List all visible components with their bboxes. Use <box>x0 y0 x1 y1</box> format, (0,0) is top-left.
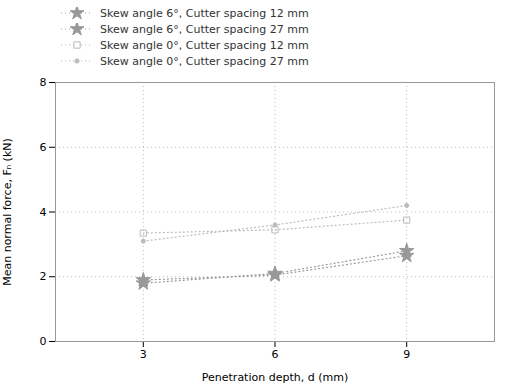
svg-text:6: 6 <box>40 141 47 154</box>
svg-text:9: 9 <box>403 348 410 361</box>
html-text:Skew angle 0°, Cutter spacing: Skew angle 0°, Cutter spacing 12 mm <box>100 38 309 52</box>
svg-text:8: 8 <box>40 76 47 89</box>
svg-text:6: 6 <box>272 348 279 361</box>
html-text:Skew angle 6°, Cutter spacing: Skew angle 6°, Cutter spacing 27 mm <box>100 22 309 36</box>
html-text:Skew angle 6°, Cutter spacing: Skew angle 6°, Cutter spacing 12 mm <box>100 6 309 20</box>
svg-text:Penetration depth, d (mm): Penetration depth, d (mm) <box>202 371 348 384</box>
html-text:Skew angle 0°, Cutter spacing: Skew angle 0°, Cutter spacing 27 mm <box>100 54 309 68</box>
svg-text:4: 4 <box>40 206 47 219</box>
svg-text:Mean normal force, Fₙ (kN): Mean normal force, Fₙ (kN) <box>1 138 14 286</box>
svg-text:3: 3 <box>140 348 147 361</box>
svg-text:2: 2 <box>40 270 47 283</box>
svg-text:0: 0 <box>40 335 47 348</box>
